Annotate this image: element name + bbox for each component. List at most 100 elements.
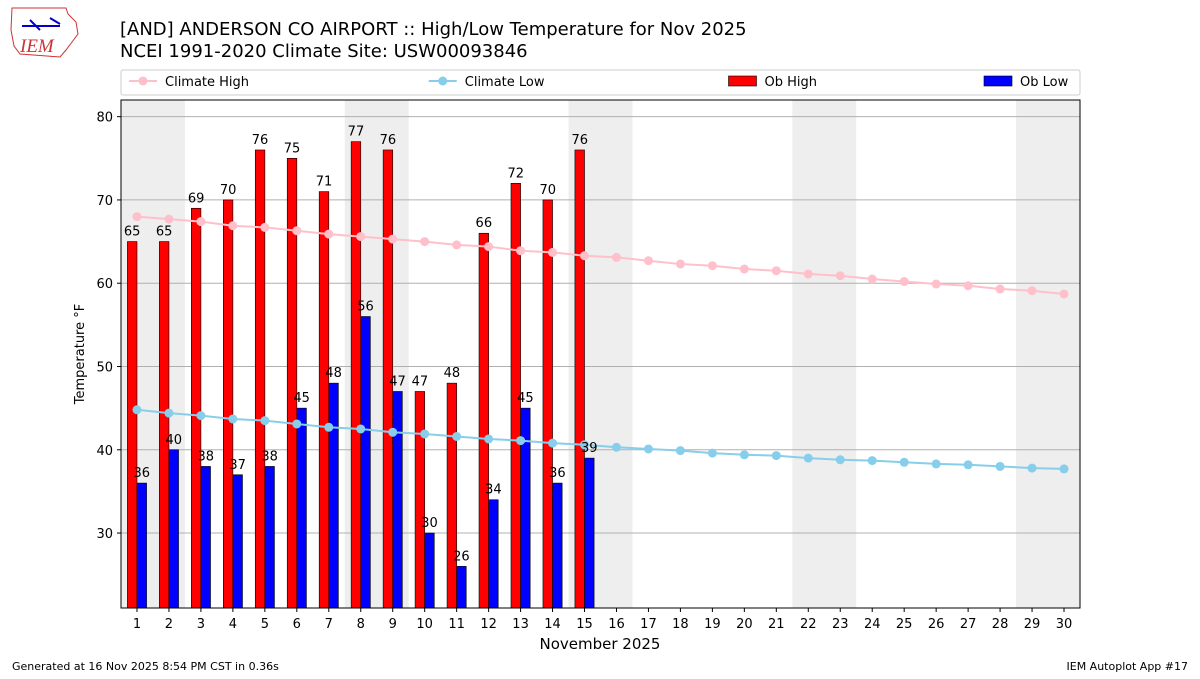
value-label: 47 [412, 374, 429, 389]
value-label: 48 [325, 366, 342, 381]
bar [360, 316, 371, 609]
x-tick-label: 21 [768, 617, 785, 632]
bar [286, 157, 298, 609]
x-tick-label: 16 [608, 617, 625, 632]
x-tick-label: 26 [928, 617, 945, 632]
point [803, 453, 813, 463]
point [516, 436, 526, 446]
value-label: 77 [348, 125, 365, 140]
value-label: 56 [357, 300, 374, 315]
bar [232, 474, 243, 609]
point [771, 266, 781, 276]
x-tick-label: 6 [293, 617, 301, 632]
x-tick-label: 7 [325, 617, 333, 632]
value-label: 48 [444, 366, 461, 381]
x-tick-label: 24 [864, 617, 881, 632]
bar [136, 482, 147, 609]
point [963, 281, 973, 291]
value-label: 65 [124, 225, 141, 240]
value-label: 39 [581, 441, 598, 456]
point [548, 247, 558, 257]
x-tick-label: 18 [672, 617, 689, 632]
value-label: 37 [229, 458, 246, 473]
line [136, 408, 1065, 470]
point [643, 256, 653, 266]
value-label: 69 [188, 191, 205, 206]
y-tick-label: 70 [96, 194, 113, 209]
point [164, 214, 174, 224]
plot-frame [120, 99, 1081, 609]
point [132, 212, 142, 222]
bar [191, 207, 202, 609]
x-axis-label: November 2025 [540, 635, 661, 653]
point [675, 259, 685, 269]
point [548, 438, 558, 448]
logo: IEM [10, 7, 79, 58]
x-tick-label: 28 [992, 617, 1009, 632]
legend-box [120, 69, 1081, 96]
point [516, 246, 526, 256]
bar [574, 149, 585, 609]
point [580, 251, 590, 261]
x-tick-label: 12 [480, 617, 497, 632]
bar [552, 482, 563, 609]
point [228, 221, 238, 231]
legend-swatch [983, 75, 1013, 87]
bar [478, 232, 489, 609]
bar [159, 241, 170, 609]
value-label: 47 [389, 374, 406, 389]
bar [168, 449, 179, 609]
x-tick-label: 1 [133, 617, 141, 632]
point [803, 269, 813, 279]
x-tick-label: 8 [357, 617, 365, 632]
y-tick-label: 30 [96, 527, 113, 542]
x-tick-label: 15 [576, 617, 593, 632]
point [867, 456, 877, 466]
point [260, 416, 270, 426]
point [739, 450, 749, 460]
value-label: 70 [539, 183, 556, 198]
value-label: 75 [284, 141, 301, 156]
y-tick-label: 80 [96, 111, 113, 126]
x-tick-label: 10 [416, 617, 433, 632]
point [899, 457, 909, 467]
footer-right: IEM Autoplot App #17 [1067, 660, 1189, 673]
x-tick-label: 23 [832, 617, 849, 632]
value-label: 76 [252, 133, 269, 148]
point [1059, 464, 1069, 474]
x-tick-label: 5 [261, 617, 269, 632]
point [739, 264, 749, 274]
y-axis-label: Temperature °F [73, 304, 88, 405]
point [1027, 286, 1037, 296]
value-label: 30 [421, 516, 438, 531]
point [324, 422, 334, 432]
value-label: 45 [517, 391, 534, 406]
point [452, 240, 462, 250]
point [484, 434, 494, 444]
x-tick-label: 3 [197, 617, 205, 632]
point [931, 279, 941, 289]
value-label: 70 [220, 183, 237, 198]
x-tick-label: 25 [896, 617, 913, 632]
y-tick-label: 50 [96, 360, 113, 375]
point [292, 226, 302, 236]
point [420, 237, 430, 247]
bar [392, 391, 403, 609]
bar [488, 499, 499, 609]
point [452, 431, 462, 441]
footer-left: Generated at 16 Nov 2025 8:54 PM CST in … [12, 660, 279, 673]
point [611, 252, 621, 262]
legend-swatch [728, 75, 757, 87]
point [388, 427, 398, 437]
bar [127, 241, 138, 609]
point [260, 222, 270, 232]
point [771, 451, 781, 461]
logo-text: IEM [19, 36, 55, 57]
x-tick-label: 19 [704, 617, 721, 632]
bar [328, 382, 339, 609]
bar [456, 566, 467, 609]
value-label: 38 [197, 449, 214, 464]
chart-title: [AND] ANDERSON CO AIRPORT :: High/Low Te… [120, 19, 747, 40]
